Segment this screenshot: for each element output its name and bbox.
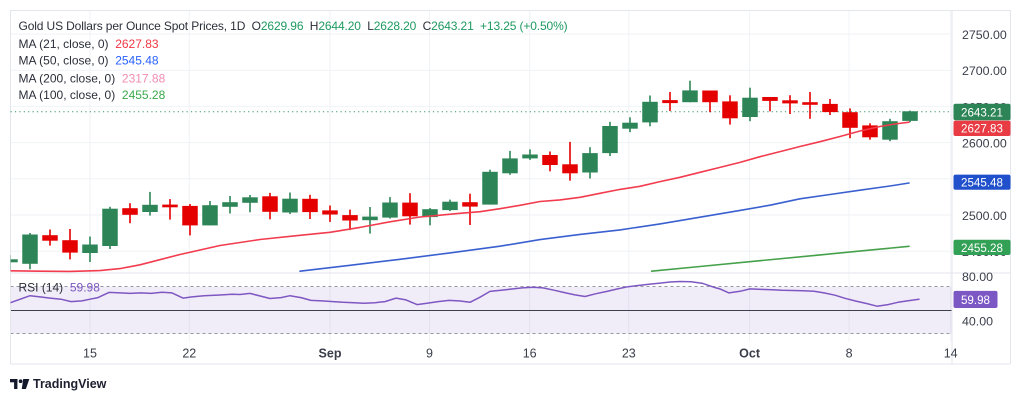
svg-text:40.00: 40.00: [962, 315, 993, 329]
svg-text:Sep: Sep: [319, 347, 342, 361]
svg-text:14: 14: [944, 347, 958, 361]
svg-text:9: 9: [426, 347, 433, 361]
svg-text:8: 8: [846, 347, 853, 361]
svg-text:RSI (14) 59.98: RSI (14) 59.98: [19, 281, 101, 295]
svg-text:MA (100, close, 0) 2455.28: MA (100, close, 0) 2455.28: [19, 88, 166, 102]
svg-text:15: 15: [83, 347, 97, 361]
svg-text:TradingView: TradingView: [33, 377, 107, 391]
svg-text:2750.00: 2750.00: [962, 28, 1007, 42]
svg-text:80.00: 80.00: [962, 270, 993, 284]
svg-text:2627.83: 2627.83: [961, 123, 1003, 136]
svg-text:2600.00: 2600.00: [962, 137, 1007, 151]
svg-text:2500.00: 2500.00: [962, 209, 1007, 223]
svg-text:MA (200, close, 0) 2317.88: MA (200, close, 0) 2317.88: [19, 72, 166, 86]
svg-text:2700.00: 2700.00: [962, 64, 1007, 78]
svg-text:MA (50, close, 0) 2545.48: MA (50, close, 0) 2545.48: [19, 54, 159, 68]
svg-text:2643.21: 2643.21: [961, 106, 1003, 119]
svg-text:Gold US Dollars per Ounce Spot: Gold US Dollars per Ounce Spot Prices, 1…: [19, 19, 568, 33]
svg-text:Oct: Oct: [739, 347, 761, 361]
svg-text:23: 23: [622, 347, 636, 361]
svg-text:59.98: 59.98: [961, 294, 990, 307]
svg-text:2455.28: 2455.28: [961, 242, 1003, 255]
svg-text:22: 22: [182, 347, 196, 361]
svg-text:MA (21, close, 0) 2627.83: MA (21, close, 0) 2627.83: [19, 37, 159, 51]
svg-text:16: 16: [523, 347, 537, 361]
svg-text:2545.48: 2545.48: [961, 177, 1003, 190]
